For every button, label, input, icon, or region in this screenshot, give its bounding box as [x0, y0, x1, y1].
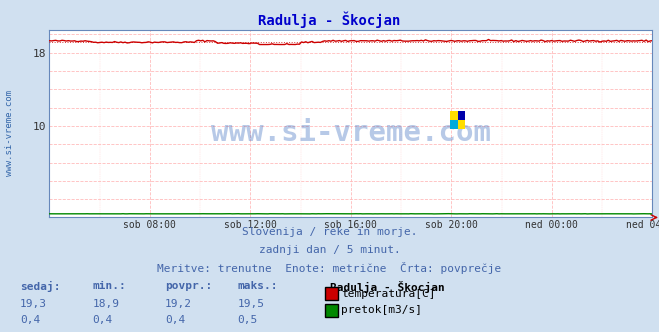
Text: www.si-vreme.com: www.si-vreme.com	[211, 119, 491, 147]
Bar	[450, 120, 458, 129]
Text: zadnji dan / 5 minut.: zadnji dan / 5 minut.	[258, 245, 401, 255]
Text: 0,4: 0,4	[20, 315, 40, 325]
Text: 19,2: 19,2	[165, 299, 192, 309]
Text: Slovenija / reke in morje.: Slovenija / reke in morje.	[242, 227, 417, 237]
Text: Meritve: trenutne  Enote: metrične  Črta: povprečje: Meritve: trenutne Enote: metrične Črta: …	[158, 262, 501, 274]
Bar	[450, 111, 465, 129]
Text: 19,3: 19,3	[20, 299, 47, 309]
Text: sedaj:: sedaj:	[20, 281, 60, 291]
Text: Radulja - Škocjan: Radulja - Škocjan	[258, 12, 401, 28]
Text: 0,4: 0,4	[165, 315, 185, 325]
Text: 0,5: 0,5	[237, 315, 258, 325]
Text: povpr.:: povpr.:	[165, 281, 212, 290]
Text: Radulja - Škocjan: Radulja - Škocjan	[330, 281, 444, 292]
Text: temperatura[C]: temperatura[C]	[341, 289, 436, 299]
Text: 18,9: 18,9	[92, 299, 119, 309]
Text: min.:: min.:	[92, 281, 126, 290]
Text: pretok[m3/s]: pretok[m3/s]	[341, 305, 422, 315]
Text: 0,4: 0,4	[92, 315, 113, 325]
Text: maks.:: maks.:	[237, 281, 277, 290]
Text: 19,5: 19,5	[237, 299, 264, 309]
Text: www.si-vreme.com: www.si-vreme.com	[5, 90, 14, 176]
Bar	[458, 111, 465, 120]
